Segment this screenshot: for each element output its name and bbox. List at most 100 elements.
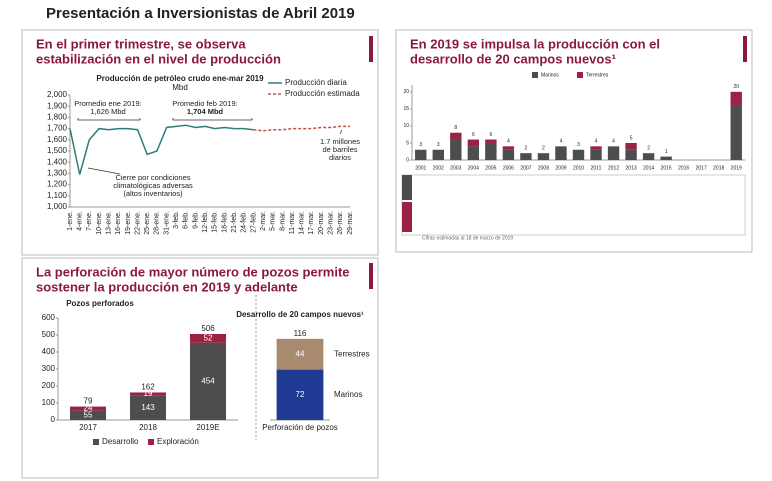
annotation: climatológicas adversas (113, 181, 193, 190)
y-tick-label: 200 (42, 381, 56, 390)
total-label: 1 (665, 149, 668, 155)
total-label: 162 (141, 383, 155, 392)
bar-segment (415, 149, 427, 160)
data-label: 143 (141, 403, 155, 412)
arrow (87, 167, 121, 175)
data-label: 19 (144, 389, 153, 398)
x-tick-label: 2010 (573, 165, 584, 171)
bar-segment (485, 142, 497, 160)
y-tick-label: 1,000 (47, 202, 68, 211)
x-tick-label: 24-feb. (241, 211, 248, 233)
data-label: 52 (204, 334, 213, 343)
x-tick-label: 2012 (608, 165, 619, 171)
annotation: 1,626 Mbd (90, 107, 125, 116)
x-tick-label: 7-ene. (86, 211, 93, 231)
bar-segment (625, 149, 637, 160)
y-tick-label: 1,500 (47, 146, 68, 155)
bar-segment (590, 149, 602, 160)
bar-segment (590, 146, 602, 150)
x-tick-label: 31-ene. (163, 211, 170, 235)
page-title: Presentación a Inversionistas de Abril 2… (46, 5, 355, 22)
x-tick-label: 27-feb. (250, 211, 257, 233)
slide (21, 29, 379, 256)
total-label: 79 (84, 397, 93, 406)
x-tick-label: 2017 (696, 165, 707, 171)
y-tick-label: 100 (42, 398, 56, 407)
total-label: 3 (419, 142, 422, 148)
bar-segment (276, 338, 324, 370)
x-tick-label: 13-ene. (105, 211, 112, 235)
y-tick-label: 1,600 (47, 135, 68, 144)
x-tick-label: 4-ene. (76, 211, 83, 231)
bar-segment (555, 146, 567, 160)
x-tick-label: 5-mar. (270, 211, 277, 231)
slide-title: En el primer trimestre, se observa (36, 36, 246, 51)
total-label: 116 (294, 329, 307, 338)
bar-segment (190, 333, 226, 343)
legend-label: Producción estimada (285, 89, 360, 98)
data-label: 24 (84, 404, 93, 413)
bar-segment (450, 139, 462, 160)
y-tick-label: 15 (403, 106, 409, 112)
x-tick-label: 11-mar. (289, 211, 296, 234)
x-tick-label: 19-ene. (125, 211, 132, 235)
bar-segment (537, 153, 550, 160)
bar-segment (485, 139, 497, 143)
bar-segment (130, 395, 166, 420)
y-tick-label: 1,800 (47, 113, 68, 122)
y-tick-label: 0 (406, 157, 409, 163)
annotation: Promedio ene 2019: (74, 99, 142, 108)
total-label: 20 (733, 84, 739, 90)
bar-segment (730, 105, 742, 160)
total-label: 4 (595, 139, 598, 145)
x-tick-label: 12-feb. (202, 211, 209, 233)
bar-segment (432, 149, 444, 160)
x-tick-label: 15-feb. (212, 211, 219, 233)
data-label: 454 (201, 377, 215, 386)
bar-segment (130, 392, 166, 396)
x-tick-label: 28-ene. (154, 211, 161, 235)
bar-segment (467, 146, 480, 160)
total-label: 5 (630, 135, 633, 141)
x-tick-label: 2017 (79, 423, 97, 432)
x-tick-label: 2018 (139, 423, 157, 432)
x-tick-label: 20-mar. (318, 211, 325, 235)
bar-segment (70, 410, 106, 420)
x-tick-label: 2019 (731, 165, 742, 171)
y-tick-label: 1,100 (47, 191, 68, 200)
legend-swatch (148, 439, 154, 445)
total-label: 4 (507, 139, 510, 145)
slide-title: estabilización en el nivel de producción (36, 51, 281, 66)
x-tick-label: 2005 (485, 165, 496, 171)
x-tick-label: 2-mar. (260, 211, 267, 231)
x-tick-label: 16-ene. (115, 211, 122, 235)
legend-label: Terrestres (586, 72, 609, 78)
legend-label: Desarrollo (102, 437, 139, 446)
x-tick-label: 2015 (661, 165, 672, 171)
total-label: 8 (454, 125, 457, 131)
bar-segment (276, 369, 324, 420)
total-label: 3 (437, 142, 440, 148)
y-tick-label: 5 (406, 140, 409, 146)
total-label: 2 (647, 146, 650, 152)
total-label: 3 (577, 142, 580, 148)
slide-title: La perforación de mayor número de pozos … (36, 264, 350, 279)
accent-bar (369, 263, 373, 289)
x-tick-label: 2007 (520, 165, 531, 171)
x-tick-label: 25-ene. (144, 211, 151, 235)
chart-title: Pozos perforados (66, 299, 134, 308)
bar-segment (660, 156, 672, 160)
x-tick-label: 6-feb. (183, 211, 190, 229)
bar-segment (467, 139, 480, 147)
table-header (402, 175, 412, 200)
bar-segment (625, 142, 637, 150)
x-tick-label: 3-feb. (173, 211, 180, 229)
bar-segment (502, 146, 515, 150)
footnote: Cifras estimadas al 18 de marzo de 2019 (422, 235, 513, 241)
total-label: 2 (525, 146, 528, 152)
legend-label: Exploración (157, 437, 199, 446)
x-tick-label: 2001 (415, 165, 426, 171)
x-tick-label: 22-ene. (134, 211, 141, 235)
annotation: diarios (329, 153, 351, 162)
